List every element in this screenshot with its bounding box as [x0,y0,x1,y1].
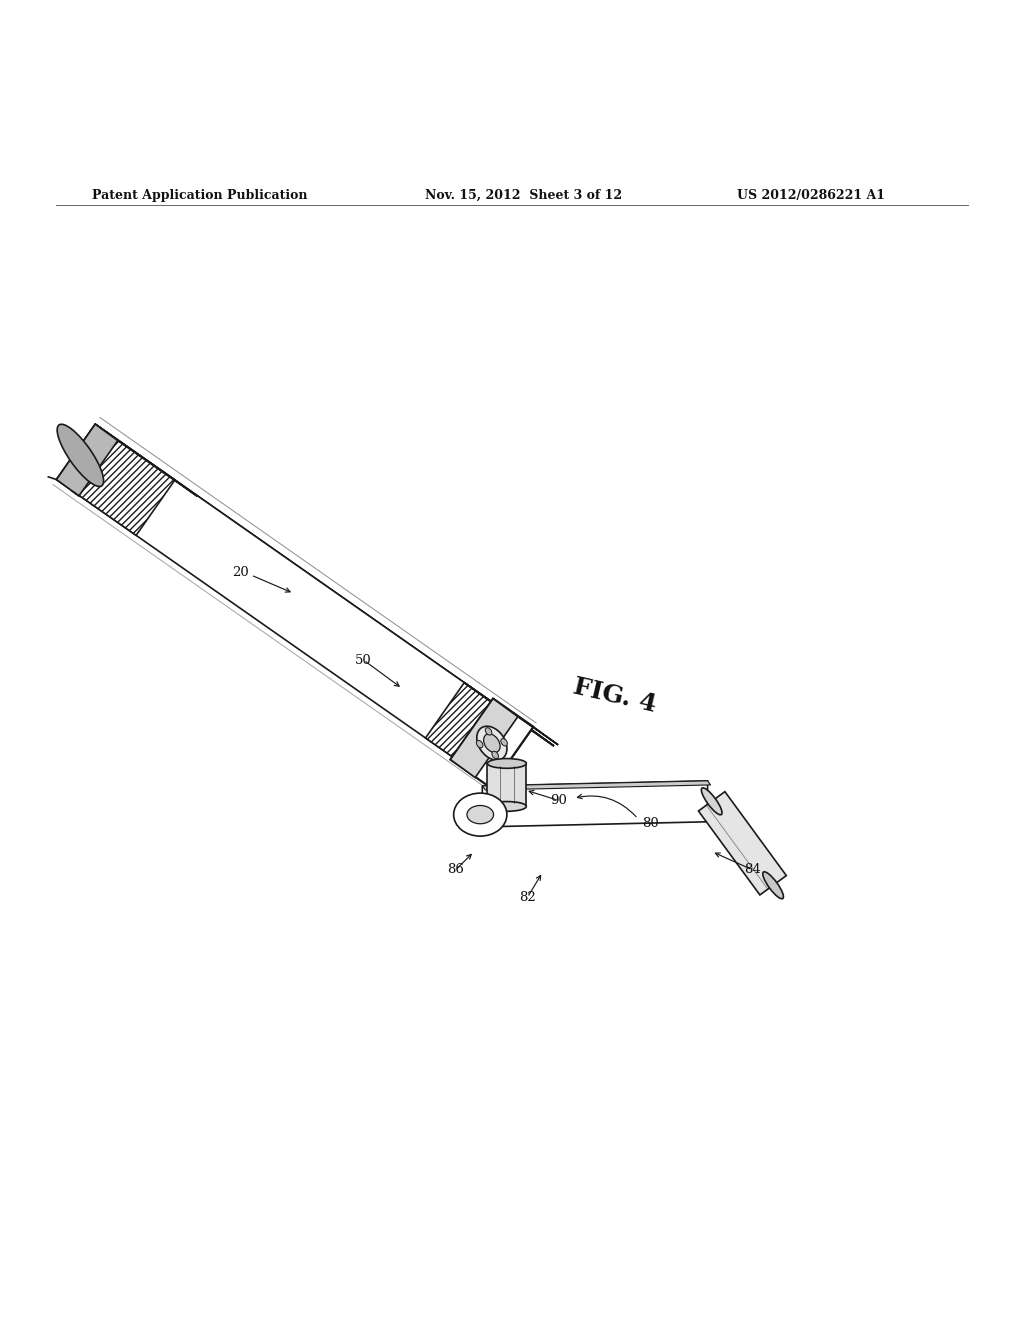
Text: 90: 90 [550,793,566,807]
Ellipse shape [454,793,507,836]
Ellipse shape [467,805,494,824]
Ellipse shape [487,801,526,812]
Ellipse shape [492,751,499,759]
Text: 84: 84 [744,863,761,876]
Text: US 2012/0286221 A1: US 2012/0286221 A1 [737,189,886,202]
Polygon shape [487,763,526,807]
Ellipse shape [763,871,783,899]
Polygon shape [56,424,175,536]
Text: 86: 86 [447,863,464,876]
Ellipse shape [501,738,507,746]
Polygon shape [482,781,708,826]
Polygon shape [451,698,534,788]
Ellipse shape [476,741,483,748]
Polygon shape [482,781,711,791]
Ellipse shape [487,759,526,768]
Ellipse shape [477,726,507,760]
Text: Patent Application Publication: Patent Application Publication [92,189,307,202]
Polygon shape [451,698,518,777]
Ellipse shape [701,788,722,814]
Polygon shape [494,698,558,744]
Polygon shape [95,424,198,496]
Polygon shape [698,792,786,895]
Ellipse shape [483,734,500,752]
Text: 82: 82 [519,891,536,904]
Text: 80: 80 [642,817,658,830]
Polygon shape [426,682,531,785]
Text: 50: 50 [355,653,372,667]
Text: Nov. 15, 2012  Sheet 3 of 12: Nov. 15, 2012 Sheet 3 of 12 [425,189,623,202]
Text: FIG. 4: FIG. 4 [570,675,658,717]
Text: 20: 20 [232,566,249,579]
Polygon shape [56,424,531,785]
Ellipse shape [485,727,492,735]
Polygon shape [95,424,554,746]
Polygon shape [56,424,118,496]
Ellipse shape [57,424,103,487]
Polygon shape [464,682,554,746]
